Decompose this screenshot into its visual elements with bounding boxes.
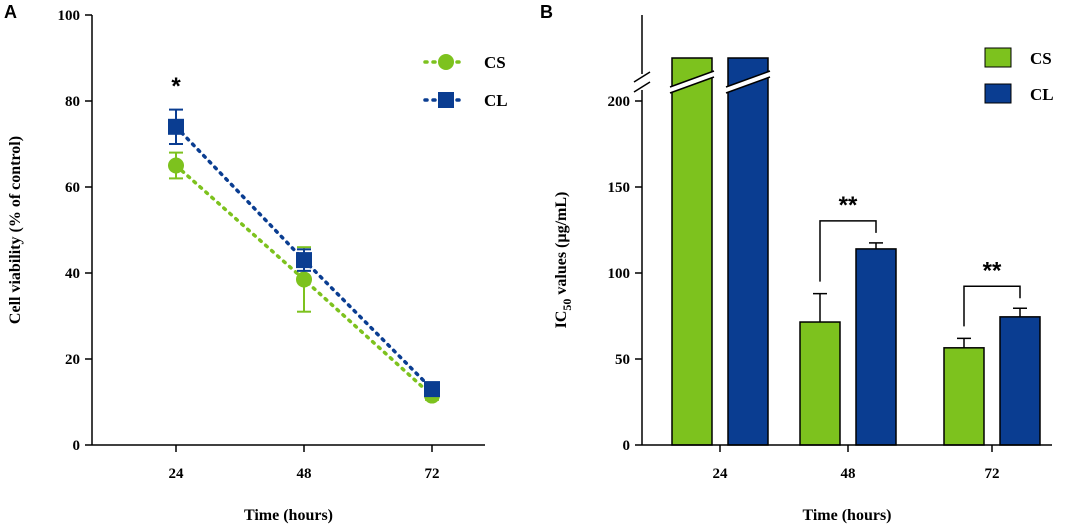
panel-a-line-chart: 0 20 40 60 80 100 24 48 72 * Time (hours) Cell …: [7, 8, 508, 524]
panel-a-point-cs: [168, 157, 184, 174]
panel-label-a: A: [4, 2, 17, 22]
panel-b-legend-swatch-cl: [984, 83, 1012, 104]
panel-b-x-tick-label: 72: [985, 466, 1000, 482]
panel-a-x-tick-label: 72: [425, 466, 440, 482]
panel-a-y-tick-label: 0: [73, 438, 81, 454]
panel-b-x-axis-title: Time (hours): [802, 507, 891, 524]
panel-a-point-cl: [296, 252, 312, 269]
bar-break-line: [725, 76, 771, 94]
significance-stars: **: [983, 257, 1002, 284]
panel-b-axis-break: [633, 71, 651, 93]
bar-cs-72h: [943, 347, 985, 446]
panel-a-legend-label-cs: CS: [484, 53, 506, 72]
panel-b-y-tick-label: 50: [615, 352, 630, 368]
panel-a-point-cl: [424, 381, 440, 398]
panel-a-y-tick-label: 40: [65, 266, 80, 282]
bar-cl-72h: [999, 316, 1041, 446]
panel-label-b: B: [540, 2, 553, 22]
panel-b-y-tick-label: 200: [608, 94, 631, 110]
panel-a-y-tick-label: 60: [65, 180, 80, 196]
panel-a-legend-label-cl: CL: [484, 91, 508, 110]
panel-a-y-tick-label: 20: [65, 352, 80, 368]
panel-a-legend-marker-cl: [438, 92, 454, 108]
bar-break-gap: [670, 71, 714, 93]
bar-cs-24h: [671, 57, 713, 446]
panel-b-y-tick-label: 0: [623, 438, 631, 454]
panel-b-bar-chart: 0 50 100 150 200 24 48 72 ** ** Time (hours) IC…: [553, 15, 1054, 524]
axis-break-mark: [633, 71, 651, 83]
panel-b-y-tick-label: 150: [608, 180, 631, 196]
panel-b-y-axis-title: IC50 values (µg/mL): [553, 192, 574, 329]
bar-break-line: [669, 76, 715, 94]
bar-break-line: [725, 70, 771, 88]
panel-a-significance-star: *: [171, 73, 181, 100]
bar-break-gap: [726, 71, 770, 93]
panel-b-y-title-sub: 50: [560, 299, 574, 311]
bar-cl-24h: [727, 57, 769, 446]
panel-b-y-title-main: IC: [553, 311, 570, 329]
bar-cl-48h: [855, 248, 897, 446]
significance-bracket: [963, 285, 1021, 327]
axis-break-mark: [633, 81, 651, 93]
panel-a-y-tick-label: 100: [58, 8, 81, 24]
significance-stars: **: [839, 192, 858, 219]
panel-a-point-cl: [168, 118, 184, 135]
panel-b-y-title-rest: values (µg/mL): [553, 192, 570, 299]
panel-a-y-axis-title: Cell viability (% of control): [7, 136, 24, 324]
panel-b-x-tick-label: 48: [841, 466, 856, 482]
panel-a-x-axis-title: Time (hours): [244, 507, 333, 524]
panel-b-legend-label-cs: CS: [1030, 49, 1052, 68]
panel-a-y-tick-label: 80: [65, 94, 80, 110]
panel-b-legend-label-cl: CL: [1030, 85, 1054, 104]
panel-a-point-cs: [296, 271, 312, 288]
bar-cs-48h: [799, 321, 841, 446]
bar-break-line: [669, 70, 715, 88]
panel-b-legend-swatch-cs: [984, 47, 1012, 68]
panel-b-y-tick-label: 100: [608, 266, 631, 282]
panel-a-x-tick-label: 48: [297, 466, 312, 482]
significance-bracket: [819, 220, 877, 282]
panel-b-x-tick-label: 24: [713, 466, 729, 482]
panel-a-x-tick-label: 24: [169, 466, 185, 482]
panel-a-legend-marker-cs: [438, 54, 454, 70]
